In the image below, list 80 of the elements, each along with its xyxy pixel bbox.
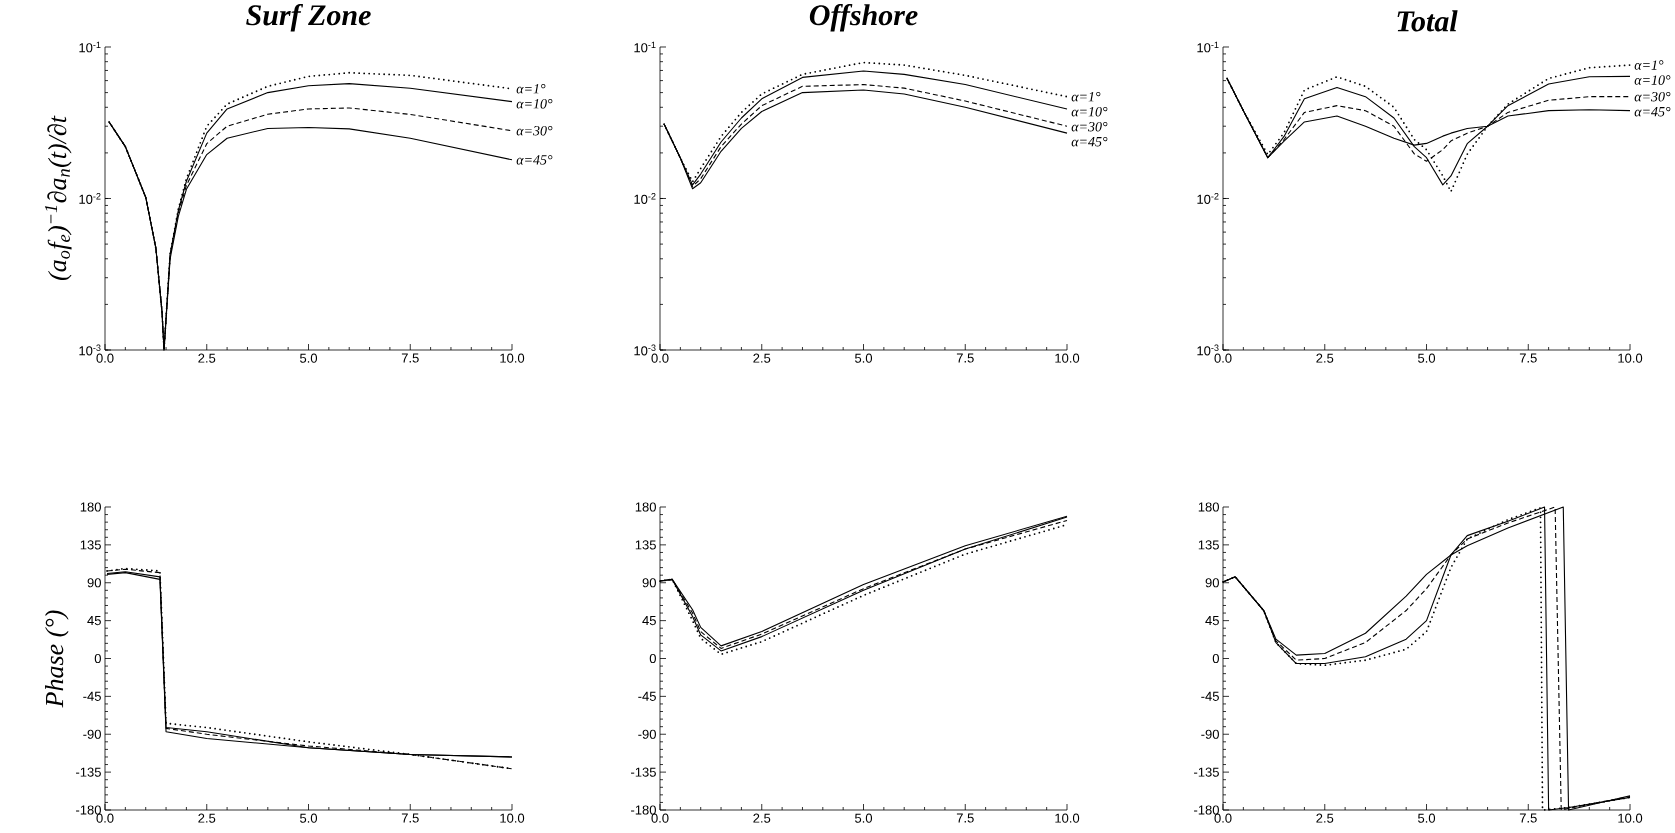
y-tick-label: 45	[87, 616, 101, 626]
x-tick-label: 7.5	[1519, 813, 1537, 823]
y-tick-label: 10$^{-1}$	[634, 41, 656, 53]
series-label: α=10°	[1634, 75, 1671, 85]
x-tick-label: 2.5	[1316, 353, 1334, 363]
series-label: α=1°	[516, 84, 546, 94]
x-tick-label: 5.0	[1418, 813, 1436, 823]
series-label: α=1°	[1634, 60, 1664, 70]
series-label: α=30°	[1071, 121, 1108, 132]
y-tick-label: 90	[87, 578, 101, 588]
y-tick-label: 10$^{-1}$	[1197, 41, 1219, 53]
y-tick-label: 90	[1205, 578, 1219, 588]
y-tick-label: -90	[83, 729, 101, 739]
x-tick-label: 10.0	[1055, 813, 1080, 823]
x-tick-label: 2.5	[198, 813, 216, 823]
y-tick-label: -90	[638, 729, 656, 739]
x-tick-label: 2.5	[753, 813, 771, 823]
x-tick-label: 7.5	[401, 813, 419, 823]
y-tick-label: 0	[1212, 653, 1219, 664]
text: (a$_{o}$f$_{e}$)$^{−1}$∂a$_{n}$(t)/∂t	[44, 115, 72, 281]
x-tick-label: 5.0	[1418, 353, 1436, 363]
x-tick-label: 5.0	[299, 813, 318, 823]
y-tick-label: 10$^{-2}$	[79, 193, 101, 204]
y-tick-label: 180	[635, 502, 656, 512]
x-tick-label: 7.5	[956, 353, 974, 363]
x-tick-label: 0.0	[651, 813, 669, 823]
y-tick-label: -135	[631, 767, 656, 777]
x-tick-label: 5.0	[854, 813, 873, 823]
x-tick-label: 7.5	[1519, 353, 1537, 363]
chart-title: Surf Zone	[246, 3, 371, 32]
x-tick-label: 10.0	[500, 353, 525, 363]
y-tick-label: 0	[649, 653, 656, 664]
y-tick-label: 10$^{-2}$	[1197, 193, 1219, 204]
x-tick-label: 2.5	[1316, 813, 1334, 823]
y-tick-label: 180	[80, 502, 101, 512]
chart-title: Total	[1397, 10, 1458, 32]
x-tick-label: 2.5	[198, 353, 216, 363]
series-label: α=1°	[1071, 91, 1101, 102]
series-label: α=45°	[516, 155, 553, 165]
y-tick-label: 0	[94, 653, 101, 664]
x-tick-label: 10.0	[1618, 353, 1643, 363]
y-tick-label: -45	[83, 691, 101, 701]
x-tick-label: 0.0	[1214, 813, 1232, 823]
y-tick-label: 45	[642, 616, 656, 626]
y-tick-label: 135	[1198, 540, 1219, 550]
series-label: α=45°	[1071, 136, 1108, 147]
y-tick-label: 10$^{-2}$	[634, 193, 656, 204]
x-tick-label: 7.5	[956, 813, 974, 823]
x-tick-label: 0.0	[651, 353, 669, 363]
chart-title: Offshore	[809, 3, 918, 32]
series-label: α=30°	[1634, 91, 1671, 102]
y-tick-label: -45	[1201, 691, 1219, 701]
y-tick-label: 45	[1205, 616, 1219, 626]
series-label: α=10°	[1071, 106, 1108, 117]
x-tick-label: 10.0	[1618, 813, 1643, 823]
x-tick-label: 5.0	[854, 353, 873, 363]
x-tick-label: 2.5	[753, 353, 771, 363]
x-tick-label: 0.0	[1214, 353, 1232, 363]
y-tick-label: 135	[635, 540, 656, 550]
y-tick-label: 180	[1198, 502, 1219, 512]
y-tick-label: -180	[1194, 805, 1219, 815]
y-axis-title: Phase (°)	[45, 610, 69, 708]
y-tick-label: 10$^{-1}$	[79, 41, 101, 53]
series-label: α=10°	[516, 99, 553, 109]
x-tick-label: 7.5	[401, 353, 419, 363]
y-tick-label: 135	[80, 540, 101, 550]
x-tick-label: 10.0	[500, 813, 525, 823]
y-tick-label: -135	[1194, 767, 1219, 777]
y-tick-label: -45	[638, 691, 656, 701]
y-tick-label: -180	[76, 805, 101, 815]
x-tick-label: 0.0	[96, 813, 114, 823]
series-label: α=45°	[1634, 106, 1671, 117]
x-tick-label: 10.0	[1055, 353, 1080, 363]
y-tick-label: -135	[76, 767, 101, 777]
y-tick-label: -90	[1201, 729, 1219, 739]
x-tick-label: 0.0	[96, 353, 114, 363]
series-label: α=30°	[516, 126, 553, 136]
y-tick-label: -180	[631, 805, 656, 815]
y-tick-label: 90	[642, 578, 656, 588]
x-tick-label: 5.0	[299, 353, 318, 363]
